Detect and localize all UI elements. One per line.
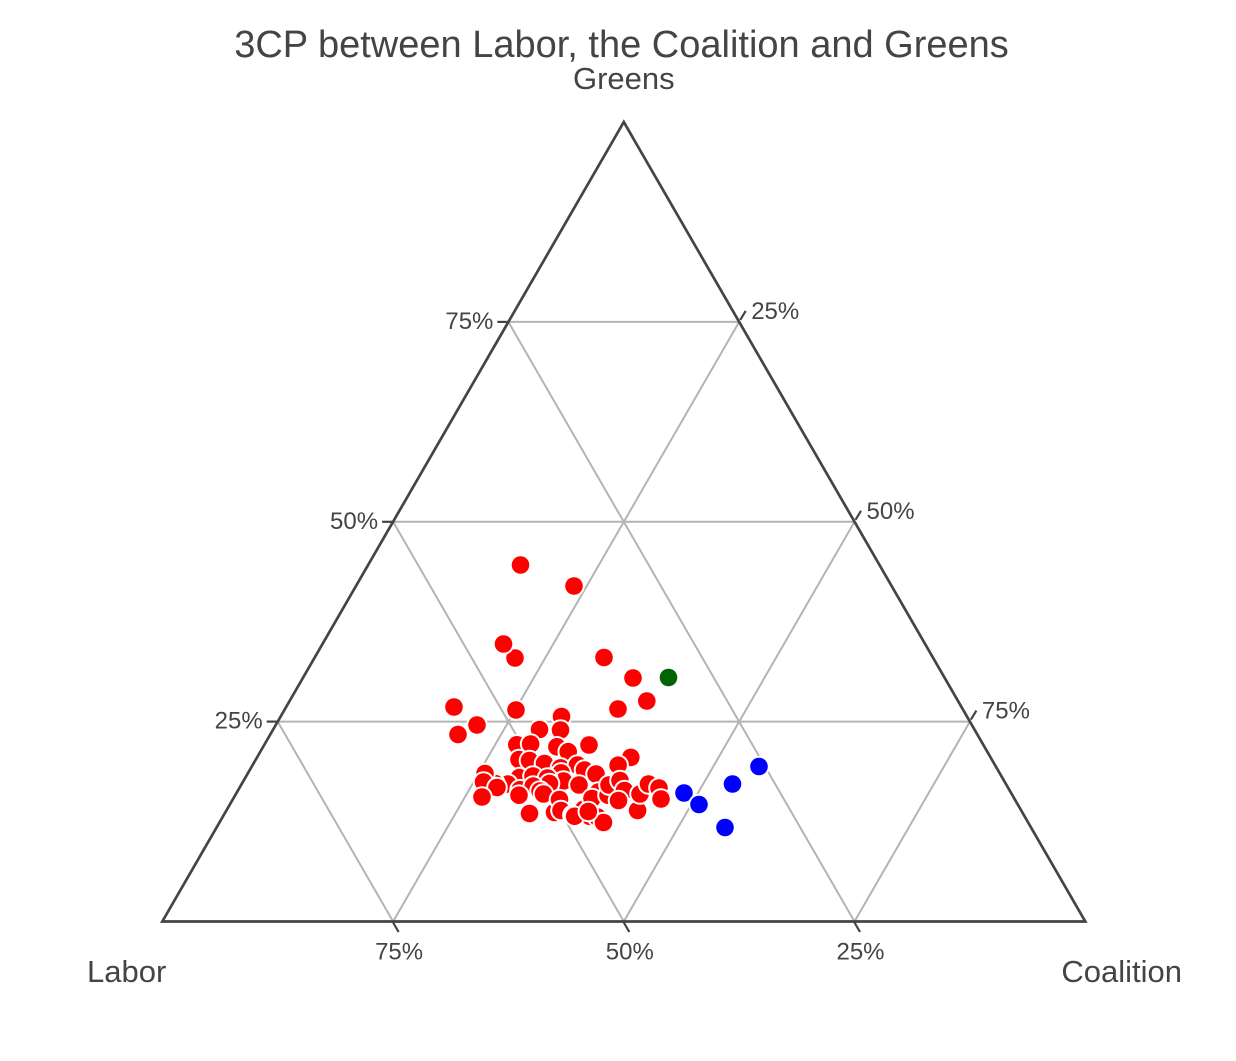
svg-text:Coalition: Coalition xyxy=(1061,954,1182,989)
svg-text:75%: 75% xyxy=(982,698,1030,725)
svg-text:Labor: Labor xyxy=(87,954,166,989)
svg-text:50%: 50% xyxy=(606,939,654,966)
svg-text:Greens: Greens xyxy=(573,61,675,96)
svg-text:50%: 50% xyxy=(330,508,378,535)
svg-text:25%: 25% xyxy=(215,708,263,735)
svg-text:75%: 75% xyxy=(375,939,423,966)
svg-text:50%: 50% xyxy=(867,498,915,525)
svg-text:75%: 75% xyxy=(445,308,493,335)
svg-text:25%: 25% xyxy=(751,298,799,325)
svg-text:3CP between Labor, the Coaliti: 3CP between Labor, the Coalition and Gre… xyxy=(234,24,1009,66)
svg-text:25%: 25% xyxy=(836,939,884,966)
